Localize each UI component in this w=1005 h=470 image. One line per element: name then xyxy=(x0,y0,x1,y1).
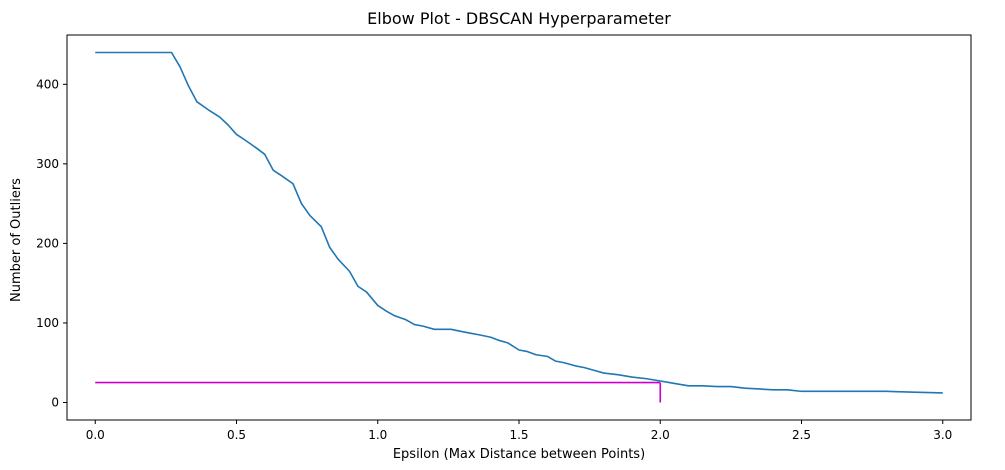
x-tick-label: 2.5 xyxy=(792,428,811,442)
y-tick-label: 300 xyxy=(36,157,59,171)
x-tick-label: 0.0 xyxy=(86,428,105,442)
y-tick-label: 0 xyxy=(51,396,59,410)
y-axis-label: Number of Outliers xyxy=(9,178,24,302)
x-tick-label: 3.0 xyxy=(933,428,952,442)
x-tick-label: 1.5 xyxy=(509,428,528,442)
x-tick-label: 0.5 xyxy=(227,428,246,442)
x-tick-label: 1.0 xyxy=(368,428,387,442)
plot-area: 0.0 0.5 1.0 1.5 2.0 2.5 3.0 0 100 200 300 400 xyxy=(36,34,972,442)
chart-title: Elbow Plot - DBSCAN Hyperparameter xyxy=(367,9,671,28)
plot-frame xyxy=(66,34,972,421)
x-tick-label: 2.0 xyxy=(651,428,670,442)
series-line-0 xyxy=(95,51,943,394)
x-axis-label: Epsilon (Max Distance between Points) xyxy=(393,447,645,462)
y-tick-label: 400 xyxy=(36,77,59,91)
y-tick-label: 100 xyxy=(36,316,59,330)
y-tick-label: 200 xyxy=(36,236,59,250)
